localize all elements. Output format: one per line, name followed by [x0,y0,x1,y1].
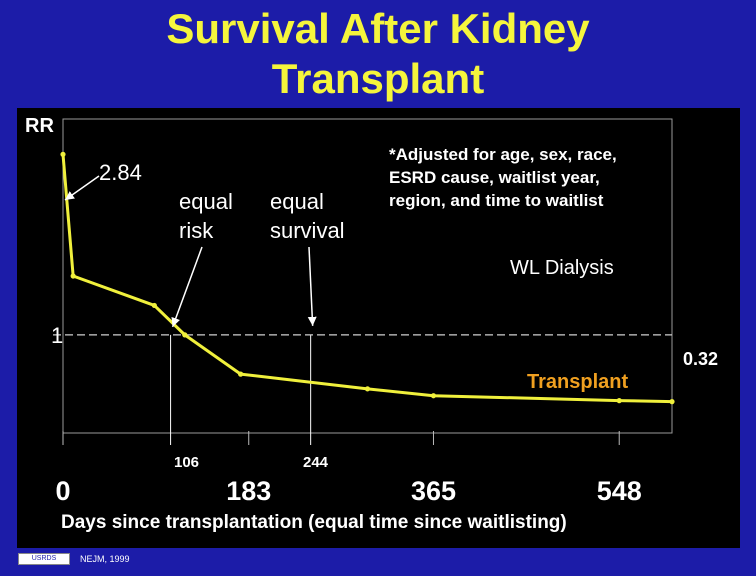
x-tick-label: 548 [597,476,642,506]
transplant-point [60,151,66,157]
transplant-point [616,398,622,404]
x-axis-label: Days since transplantation (equal time s… [61,512,567,533]
equal-risk-label-2: risk [179,218,214,243]
equal-survival-arrow [307,246,317,326]
end-value-label: 0.32 [683,349,718,369]
footnote-line-2: ESRD cause, waitlist year, [389,168,600,187]
transplant-point [182,332,188,338]
title-line-2: Transplant [271,55,485,102]
peak-value-label: 2.84 [99,160,142,185]
equal-risk-arrow [171,246,203,328]
equal-risk-x-label: 106 [174,454,199,471]
wl-dialysis-series-label: WL Dialysis [510,257,614,279]
transplant-point [151,302,157,309]
equal-risk-label-1: equal [179,189,233,214]
transplant-point [669,399,675,405]
chart-panel [17,108,740,548]
footnote-line-3: region, and time to waitlist [389,191,604,210]
transplant-series-label: Transplant [527,371,628,393]
transplant-point [238,371,244,377]
transplant-point [70,273,76,279]
slide-title: Survival After Kidney Transplant [0,4,756,104]
y-tick-label: 1 [51,323,63,348]
transplant-point [364,386,371,392]
transplant-point [430,393,437,399]
survival-chart: 0 183 365 548 1 RR *Adjusted for age, sex, r… [25,115,718,533]
y-axis-label: RR [25,115,54,137]
plot-frame [62,118,673,434]
title-line-1: Survival After Kidney [166,5,590,52]
peak-value-arrow [64,175,100,201]
equal-survival-x-label: 244 [303,454,329,471]
footnote-line-1: *Adjusted for age, sex, race, [389,145,617,164]
equal-survival-label-2: survival [270,218,345,243]
x-tick-label: 183 [226,476,271,506]
equal-survival-label-1: equal [270,189,324,214]
usrds-logo: USRDS [18,553,70,565]
citation-text: NEJM, 1999 [80,554,130,564]
x-tick-label: 365 [411,476,456,506]
x-tick-label: 0 [55,476,70,506]
